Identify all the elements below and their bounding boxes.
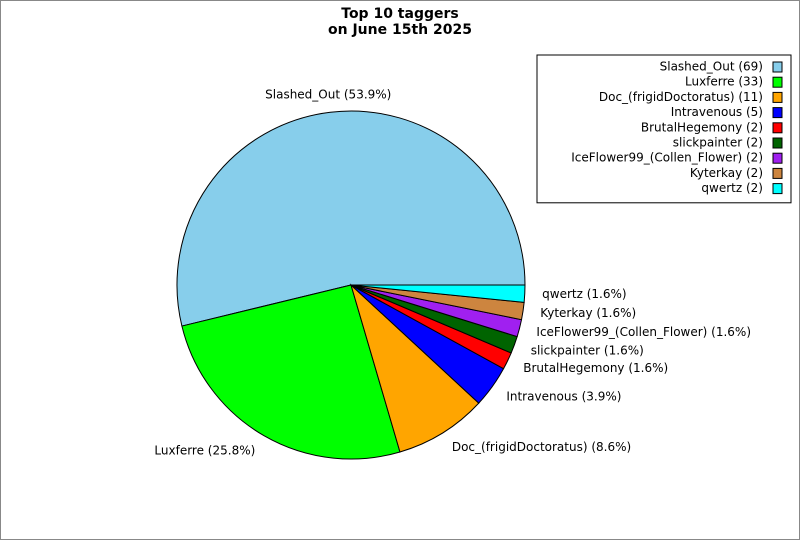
legend-label: Intravenous (5) xyxy=(671,105,763,119)
pie-slice xyxy=(350,284,526,303)
legend-box xyxy=(536,54,792,204)
slice-label: Kyterkay (1.6%) xyxy=(540,306,636,320)
legend-label: Doc_(frigidDoctoratus) (11) xyxy=(599,90,763,104)
pie-slice xyxy=(176,110,526,327)
pie-slice xyxy=(181,284,401,460)
chart-title: on June 15th 2025 xyxy=(328,22,472,38)
legend-swatch xyxy=(772,137,783,149)
legend-swatch xyxy=(772,122,783,134)
legend-label: qwertz (2) xyxy=(701,181,763,195)
slice-label: BrutalHegemony (1.6%) xyxy=(523,361,668,375)
legend-label: Kyterkay (2) xyxy=(690,166,763,180)
slice-label: slickpainter (1.6%) xyxy=(531,343,644,357)
legend-swatch xyxy=(772,167,783,179)
legend-swatch xyxy=(772,76,783,88)
pie-slice xyxy=(350,283,480,453)
legend-swatch xyxy=(772,152,783,164)
slice-label: Slashed_Out (53.9%) xyxy=(265,87,391,101)
chart-title: Top 10 taggers xyxy=(341,6,458,22)
legend-label: Luxferre (33) xyxy=(685,75,763,89)
legend-label: slickpainter (2) xyxy=(673,136,763,150)
legend-label: BrutalHegemony (2) xyxy=(641,120,763,134)
slice-label: Doc_(frigidDoctoratus) (8.6%) xyxy=(452,440,631,454)
slice-label: Intravenous (3.9%) xyxy=(506,389,621,403)
slice-label: qwertz (1.6%) xyxy=(542,287,626,301)
legend-swatch xyxy=(772,107,783,119)
slice-label: IceFlower99_(Collen_Flower) (1.6%) xyxy=(536,325,751,339)
legend-label: IceFlower99_(Collen_Flower) (2) xyxy=(571,151,763,165)
legend-swatch xyxy=(772,91,783,103)
legend-swatch xyxy=(772,61,783,73)
slice-label: Luxferre (25.8%) xyxy=(154,443,255,457)
legend-label: Slashed_Out (69) xyxy=(660,60,763,74)
legend-swatch xyxy=(772,183,783,195)
